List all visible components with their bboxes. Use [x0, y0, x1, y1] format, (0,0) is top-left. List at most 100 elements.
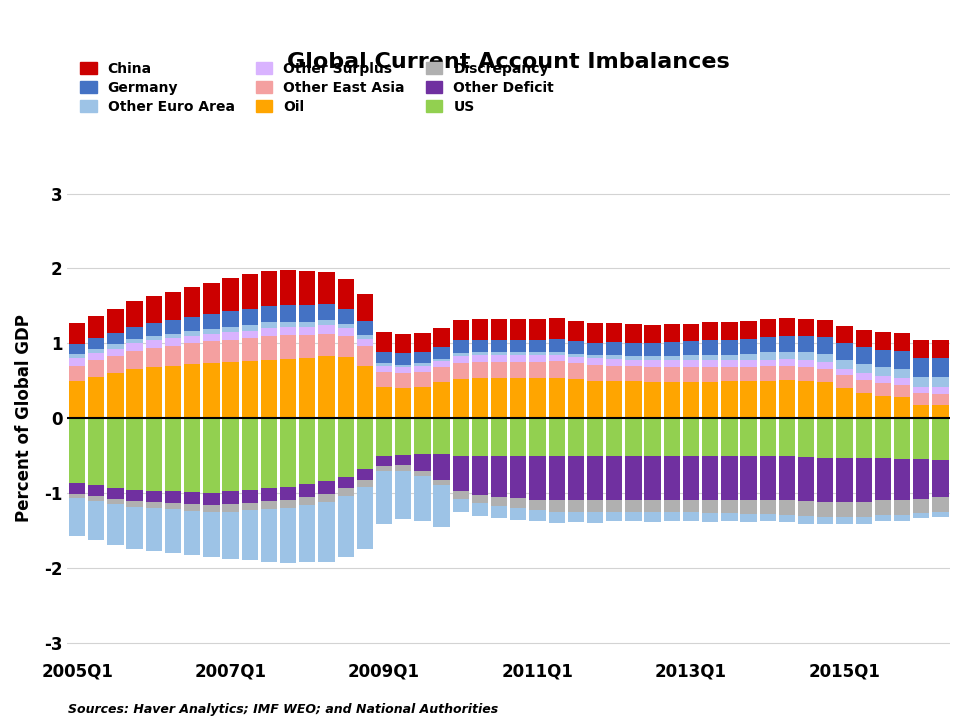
Bar [645, 418, 661, 455]
Bar [721, 455, 737, 500]
Bar [107, 348, 124, 356]
Text: Sources: Haver Analytics; IMF WEO; and National Authorities: Sources: Haver Analytics; IMF WEO; and N… [68, 703, 498, 716]
Bar [69, 366, 85, 381]
Bar [874, 418, 891, 457]
Bar [530, 511, 545, 521]
Bar [472, 362, 488, 379]
Bar [357, 335, 373, 339]
Bar [837, 326, 853, 343]
Bar [165, 338, 181, 346]
Bar [683, 382, 700, 418]
Bar [645, 382, 661, 418]
Bar [126, 339, 143, 343]
Bar [587, 381, 603, 418]
Bar [472, 503, 488, 516]
Bar [261, 306, 277, 323]
Bar [567, 353, 584, 357]
Bar [69, 323, 85, 344]
Bar [261, 360, 277, 418]
Bar [241, 338, 258, 361]
Bar [721, 340, 737, 354]
Bar [548, 318, 565, 339]
Bar [299, 418, 316, 484]
Bar [261, 336, 277, 360]
Bar [165, 292, 181, 320]
Bar [414, 364, 430, 366]
Bar [683, 324, 700, 341]
Bar [932, 387, 949, 394]
Bar [280, 359, 296, 418]
Bar [894, 515, 910, 521]
Bar [88, 361, 104, 377]
Bar [357, 339, 373, 346]
Bar [395, 365, 411, 367]
Bar [606, 512, 622, 521]
Bar [587, 500, 603, 513]
Bar [530, 362, 545, 379]
Bar [587, 355, 603, 358]
Bar [894, 459, 910, 500]
Bar [606, 355, 622, 359]
Bar [126, 418, 143, 490]
Bar [69, 418, 85, 483]
Bar [874, 367, 891, 376]
Bar [126, 501, 143, 507]
Bar [625, 418, 642, 455]
Bar [241, 490, 258, 503]
Bar [88, 353, 104, 361]
Bar [338, 324, 354, 328]
Bar [261, 323, 277, 328]
Bar [759, 318, 776, 336]
Bar [817, 418, 834, 457]
Bar [222, 512, 238, 559]
Legend: China, Germany, Other Euro Area, Other Surplus, Other East Asia, Oil, Discrepanc: China, Germany, Other Euro Area, Other S… [74, 56, 560, 119]
Bar [530, 500, 545, 511]
Bar [567, 320, 584, 341]
Bar [491, 497, 508, 505]
Bar [894, 379, 910, 385]
Bar [625, 324, 642, 343]
Bar [645, 356, 661, 361]
Bar [69, 358, 85, 366]
Bar [222, 332, 238, 340]
Bar [146, 367, 162, 418]
Bar [510, 362, 527, 379]
Bar [395, 367, 411, 374]
Bar [759, 366, 776, 381]
Bar [280, 322, 296, 327]
Bar [69, 344, 85, 353]
Bar [759, 381, 776, 418]
Bar [567, 357, 584, 364]
Bar [510, 319, 527, 340]
Bar [241, 326, 258, 331]
Bar [146, 348, 162, 367]
Bar [779, 418, 795, 456]
Bar [107, 333, 124, 344]
Bar [357, 418, 373, 469]
Bar [433, 367, 450, 382]
Bar [894, 351, 910, 369]
Bar [779, 336, 795, 351]
Bar [721, 500, 737, 513]
Bar [913, 377, 929, 386]
Bar [376, 332, 392, 351]
Bar [740, 320, 757, 339]
Bar [779, 359, 795, 366]
Bar [932, 358, 949, 377]
Bar [606, 342, 622, 355]
Bar [357, 469, 373, 480]
Bar [433, 359, 450, 361]
Bar [856, 393, 871, 418]
Bar [338, 336, 354, 357]
Bar [779, 456, 795, 500]
Bar [261, 488, 277, 501]
Bar [146, 341, 162, 348]
Bar [299, 505, 316, 562]
Bar [932, 405, 949, 418]
Bar [107, 356, 124, 374]
Bar [683, 367, 700, 382]
Bar [856, 457, 871, 502]
Bar [510, 498, 527, 508]
Bar [894, 397, 910, 418]
Bar [261, 271, 277, 306]
